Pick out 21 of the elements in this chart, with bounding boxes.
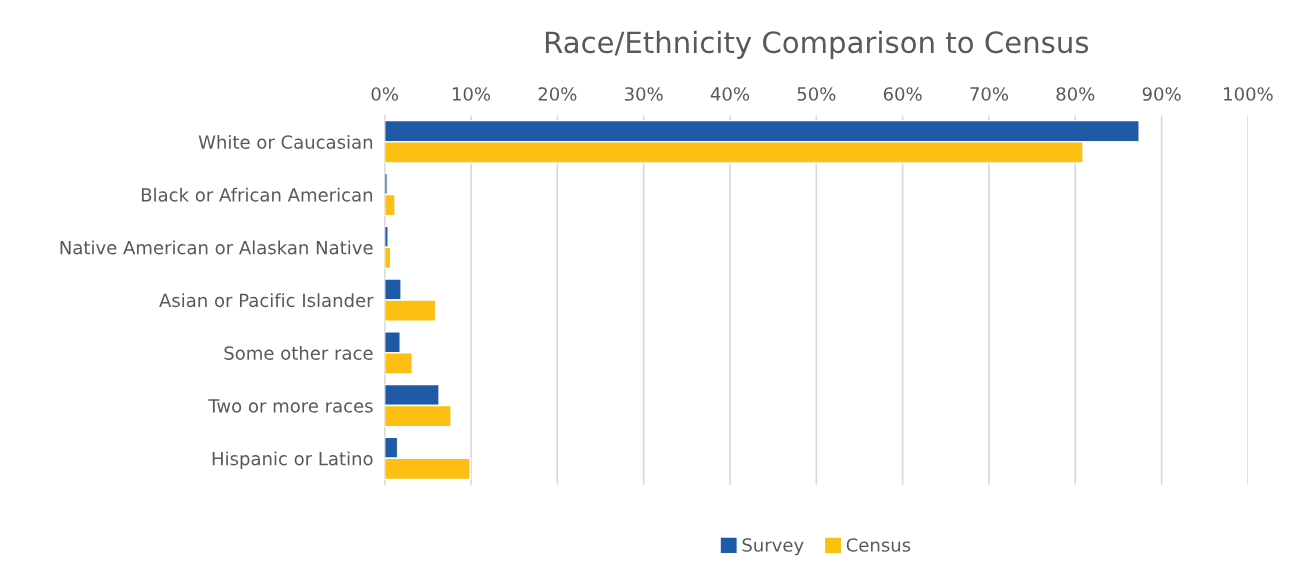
- x-tick-label: 10%: [452, 87, 491, 101]
- x-tick-label: 100%: [1224, 87, 1273, 101]
- x-tick-label: 40%: [710, 87, 750, 101]
- y-tick-label: Two or more races: [208, 399, 373, 413]
- y-tick-label: Black or African American: [141, 187, 373, 202]
- x-tick-label: 60%: [883, 87, 922, 101]
- x-tick-label: 20%: [538, 87, 577, 101]
- x-tick-label: 30%: [624, 87, 663, 101]
- x-tick-label: 90%: [1142, 87, 1181, 101]
- y-tick-label: Asian or Pacific Islander: [159, 293, 374, 308]
- legend-label: Survey: [742, 538, 804, 556]
- legend-label: Census: [846, 538, 911, 552]
- y-tick-label: Native American or Alaskan Native: [60, 240, 373, 255]
- y-tick-label: White or Caucasian: [198, 134, 373, 149]
- x-tick-label: 50%: [797, 87, 836, 101]
- chart-title: Race/Ethnicity Comparison to Census: [545, 30, 1089, 59]
- y-tick-label: Hispanic or Latino: [212, 451, 373, 469]
- x-tick-label: 80%: [1056, 87, 1095, 101]
- x-tick-label: 70%: [970, 87, 1009, 101]
- y-tick-label: Some other race: [224, 345, 373, 360]
- x-tick-label: 0%: [371, 87, 399, 101]
